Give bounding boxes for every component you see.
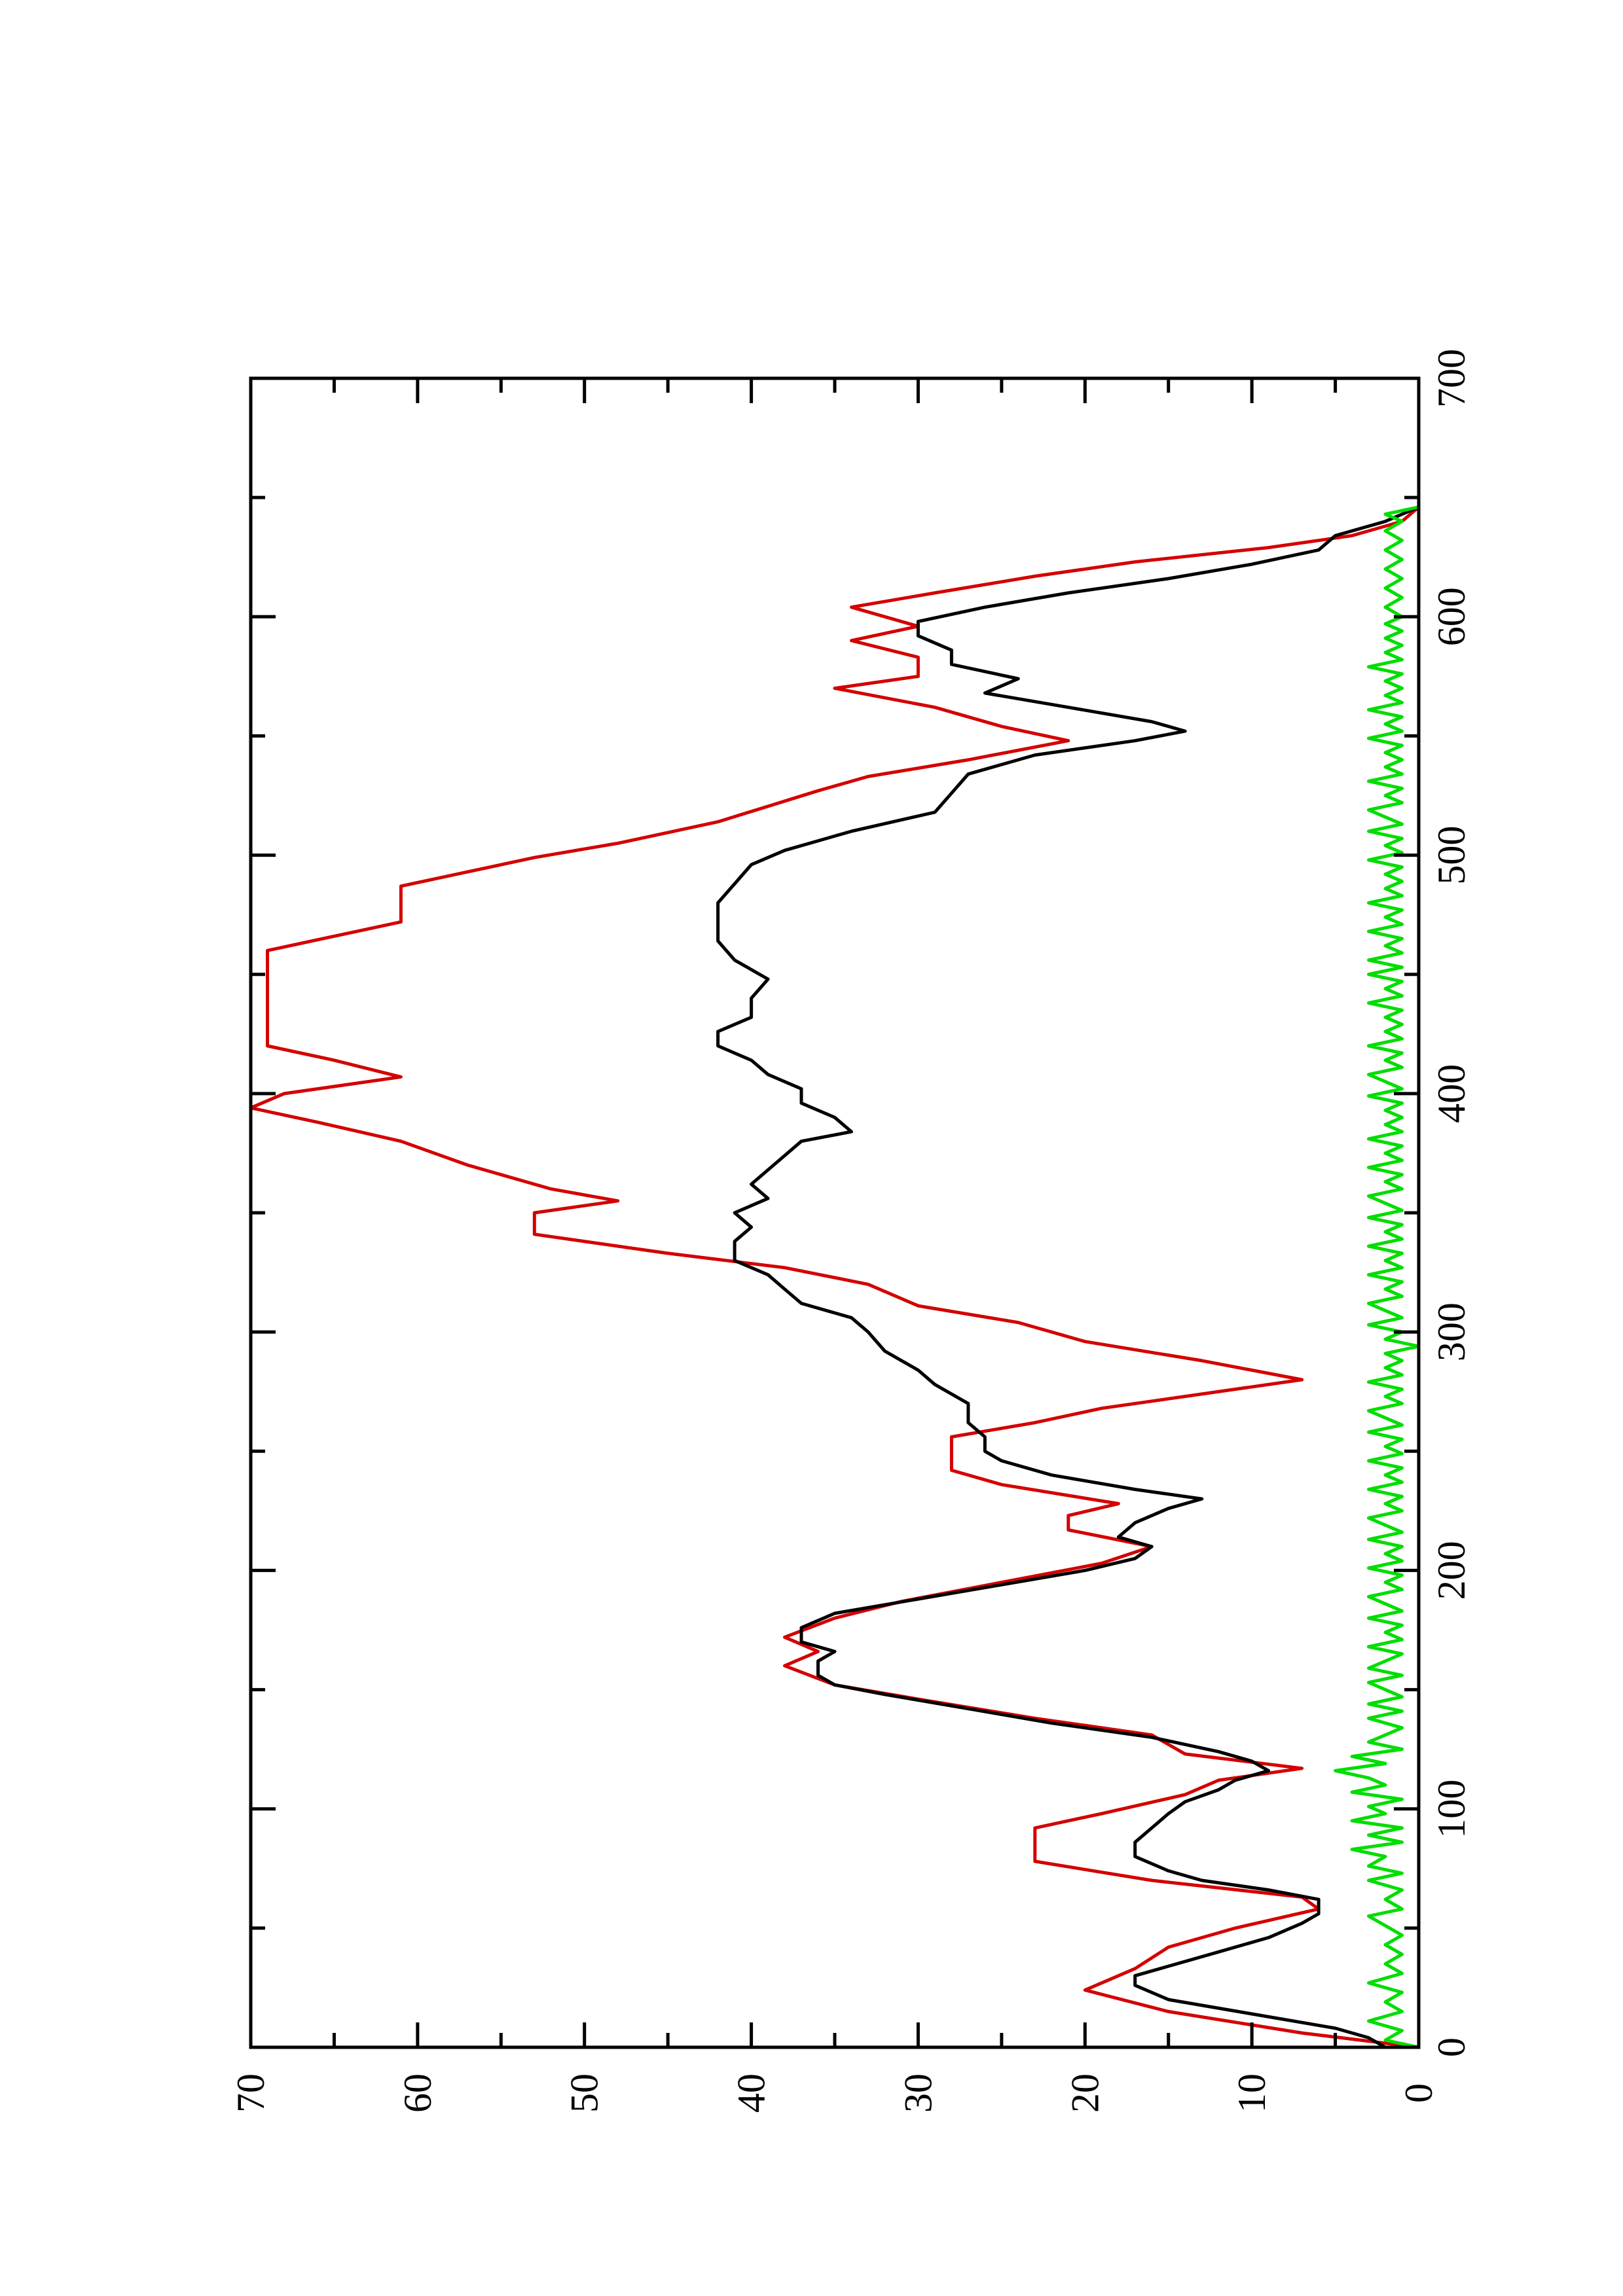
plot-frame bbox=[249, 376, 1421, 2049]
y-tick-label: 10 bbox=[1230, 2073, 1273, 2113]
y-tick-label: 50 bbox=[563, 2073, 606, 2113]
x-tick-label: 0 bbox=[1430, 2037, 1473, 2057]
x-tick-label: 200 bbox=[1430, 1541, 1473, 1600]
series-line-3 bbox=[1334, 505, 1421, 2049]
x-tick-label: 700 bbox=[1430, 349, 1473, 408]
y-axis: 0 10 20 30 40 50 60 70 bbox=[229, 378, 1440, 2113]
x-axis: 0 100 200 300 400 500 600 700 bbox=[251, 349, 1473, 2057]
x-tick-label: 100 bbox=[1430, 1780, 1473, 1839]
y-tick-label: 0 bbox=[1397, 2083, 1440, 2103]
series-line-2 bbox=[716, 505, 1419, 2049]
x-tick-label: 400 bbox=[1430, 1064, 1473, 1123]
y-tick-label: 70 bbox=[229, 2073, 272, 2113]
y-tick-label: 40 bbox=[730, 2073, 773, 2113]
x-tick-label: 500 bbox=[1430, 826, 1473, 885]
x-tick-label: 300 bbox=[1430, 1302, 1473, 1361]
y-tick-label: 20 bbox=[1063, 2073, 1106, 2113]
y-tick-label: 60 bbox=[396, 2073, 439, 2113]
y-tick-label: 30 bbox=[896, 2073, 939, 2113]
plot-area bbox=[249, 505, 1421, 2049]
series-line-1 bbox=[249, 505, 1420, 2049]
x-tick-label: 600 bbox=[1430, 587, 1473, 646]
